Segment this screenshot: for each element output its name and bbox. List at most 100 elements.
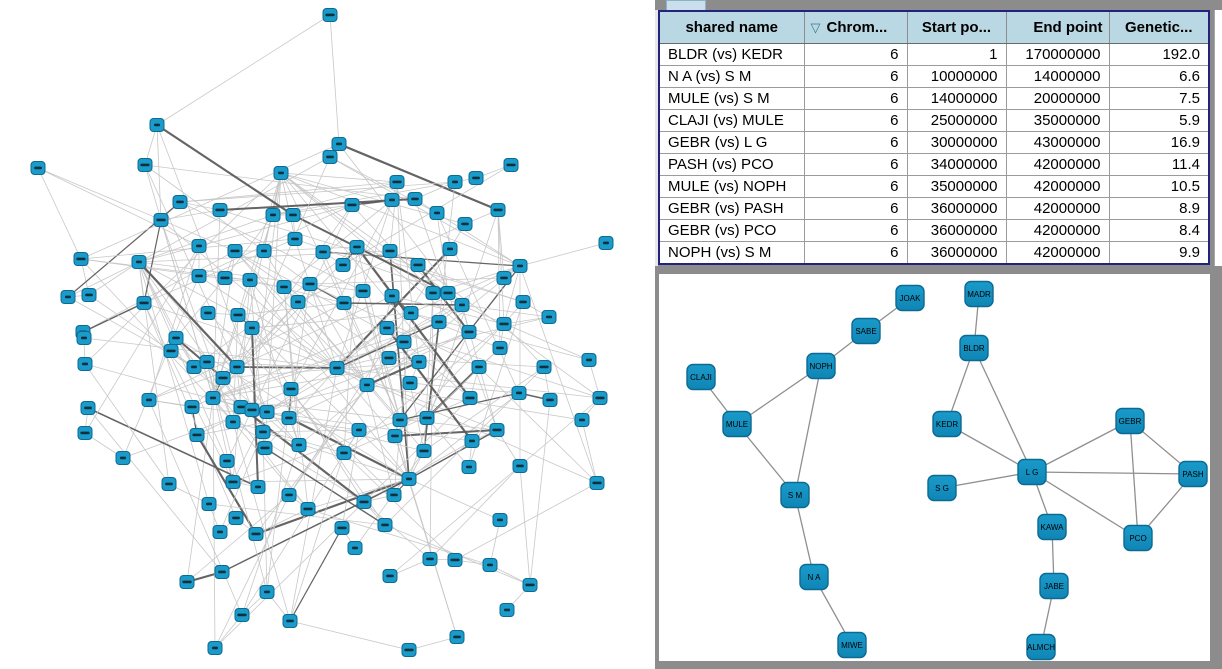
network-node[interactable] — [542, 393, 558, 407]
table-row[interactable]: N A (vs) S M 6 10000000 14000000 6.6 — [658, 65, 1210, 88]
table-row[interactable]: NOPH (vs) S M 6 36000000 42000000 9.9 — [658, 241, 1210, 265]
network-node[interactable] — [355, 284, 371, 298]
network-node[interactable] — [189, 428, 205, 442]
network-node[interactable] — [396, 335, 412, 349]
node-madr[interactable]: MADR — [964, 280, 994, 308]
network-node[interactable] — [384, 193, 400, 207]
network-node[interactable] — [403, 306, 419, 320]
network-node[interactable] — [536, 360, 552, 374]
network-node[interactable] — [419, 411, 435, 425]
network-node[interactable] — [215, 371, 231, 385]
network-node[interactable] — [256, 244, 272, 258]
network-node[interactable] — [512, 259, 528, 273]
subnetwork-edge[interactable] — [1031, 471, 1139, 539]
network-node[interactable] — [283, 382, 299, 396]
network-node[interactable] — [200, 306, 216, 320]
network-node[interactable] — [73, 252, 89, 266]
network-node[interactable] — [471, 360, 487, 374]
network-node[interactable] — [389, 175, 405, 189]
network-node[interactable] — [234, 608, 250, 622]
subnetwork-edge[interactable] — [794, 494, 815, 578]
table-row[interactable]: GEBR (vs) PCO 6 36000000 42000000 8.4 — [658, 219, 1210, 242]
network-node[interactable] — [402, 376, 418, 390]
network-node[interactable] — [492, 513, 508, 527]
network-node[interactable] — [457, 217, 473, 231]
network-node[interactable] — [379, 321, 395, 335]
network-node[interactable] — [499, 603, 515, 617]
network-node[interactable] — [359, 378, 375, 392]
node-kedr[interactable]: KEDR — [932, 410, 962, 438]
node-gebr[interactable]: GEBR — [1115, 407, 1145, 435]
network-node[interactable] — [265, 208, 281, 222]
node-miwe[interactable]: MIWE — [837, 631, 867, 659]
node-pash[interactable]: PASH — [1178, 460, 1208, 488]
network-node[interactable] — [410, 258, 426, 272]
network-node[interactable] — [381, 351, 397, 365]
network-node[interactable] — [290, 295, 306, 309]
network-node[interactable] — [464, 434, 480, 448]
network-node[interactable] — [227, 244, 243, 258]
network-node[interactable] — [136, 296, 152, 310]
network-node[interactable] — [447, 175, 463, 189]
network-node[interactable] — [461, 325, 477, 339]
network-node[interactable] — [522, 578, 538, 592]
network-node[interactable] — [80, 401, 96, 415]
network-node[interactable] — [449, 630, 465, 644]
network-node[interactable] — [349, 240, 365, 254]
network-node[interactable] — [490, 203, 506, 217]
network-node[interactable] — [115, 451, 131, 465]
network-node[interactable] — [302, 277, 318, 291]
network-node[interactable] — [77, 426, 93, 440]
network-node[interactable] — [401, 643, 417, 657]
network-node[interactable] — [334, 521, 350, 535]
network-node[interactable] — [598, 236, 614, 250]
network-node[interactable] — [201, 497, 217, 511]
network-node[interactable] — [335, 258, 351, 272]
network-node[interactable] — [244, 403, 260, 417]
network-node[interactable] — [282, 614, 298, 628]
network-node[interactable] — [212, 525, 228, 539]
node-bldr[interactable]: BLDR — [959, 334, 989, 362]
subnetwork-edge[interactable] — [1031, 471, 1194, 475]
network-node[interactable] — [382, 569, 398, 583]
node-mule[interactable]: MULE — [722, 410, 752, 438]
network-node[interactable] — [336, 446, 352, 460]
network-node[interactable] — [248, 527, 264, 541]
network-node[interactable] — [287, 232, 303, 246]
network-node[interactable] — [141, 393, 157, 407]
table-row[interactable]: GEBR (vs) PASH 6 36000000 42000000 8.9 — [658, 197, 1210, 220]
network-node[interactable] — [425, 286, 441, 300]
node-s-g[interactable]: S G — [927, 474, 957, 502]
network-node[interactable] — [392, 413, 408, 427]
node-sabe[interactable]: SABE — [851, 317, 881, 345]
col-header-end-point[interactable]: End point — [1005, 10, 1110, 44]
network-node[interactable] — [401, 472, 417, 486]
network-node[interactable] — [589, 476, 605, 490]
network-node[interactable] — [300, 502, 316, 516]
network-node[interactable] — [407, 192, 423, 206]
network-node[interactable] — [229, 360, 245, 374]
network-node[interactable] — [442, 242, 458, 256]
network-node[interactable] — [382, 244, 398, 258]
network-node[interactable] — [329, 361, 345, 375]
network-node[interactable] — [149, 118, 165, 132]
network-node[interactable] — [344, 198, 360, 212]
network-node[interactable] — [482, 558, 498, 572]
network-node[interactable] — [131, 255, 147, 269]
subnetwork-canvas[interactable]: JOAK MADR SABE BLDR NOPH CLAJI MULE KEDR GEBR L G… — [659, 274, 1210, 661]
subnetwork-edge[interactable] — [736, 365, 822, 425]
network-node[interactable] — [217, 271, 233, 285]
node-jabe[interactable]: JABE — [1039, 572, 1069, 600]
network-node[interactable] — [172, 195, 188, 209]
table-row[interactable]: GEBR (vs) L G 6 30000000 43000000 16.9 — [658, 131, 1210, 154]
network-node[interactable] — [411, 355, 427, 369]
network-node[interactable] — [259, 405, 275, 419]
network-node[interactable] — [212, 203, 228, 217]
table-row[interactable]: MULE (vs) NOPH 6 35000000 42000000 10.5 — [658, 175, 1210, 198]
network-node[interactable] — [76, 331, 92, 345]
network-node[interactable] — [225, 475, 241, 489]
network-node[interactable] — [496, 271, 512, 285]
network-node[interactable] — [377, 518, 393, 532]
node-kawa[interactable]: KAWA — [1037, 513, 1067, 541]
network-node[interactable] — [356, 495, 372, 509]
